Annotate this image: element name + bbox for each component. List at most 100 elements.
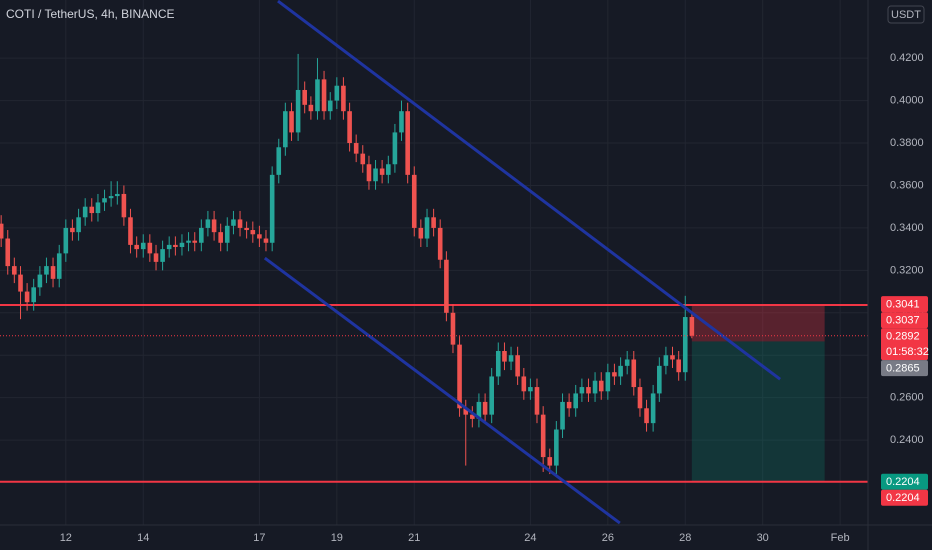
candle-body bbox=[521, 376, 527, 392]
candle-body bbox=[431, 217, 436, 228]
candle-body bbox=[211, 219, 217, 233]
candle-body bbox=[657, 365, 662, 394]
candle-body bbox=[637, 387, 643, 409]
y-tick-label: 0.3600 bbox=[890, 179, 924, 191]
candle-body bbox=[612, 372, 617, 377]
candle-body bbox=[579, 387, 585, 394]
y-tick-label: 0.2600 bbox=[890, 392, 924, 404]
candle-body bbox=[31, 287, 36, 303]
candle-body bbox=[489, 376, 494, 415]
candle-body bbox=[179, 242, 185, 248]
candle-body bbox=[418, 227, 424, 239]
candle-body bbox=[644, 408, 649, 424]
candle-body bbox=[463, 408, 469, 415]
candle-body bbox=[560, 401, 565, 430]
candle-body bbox=[341, 85, 346, 112]
candle-body bbox=[102, 198, 107, 203]
candle-body bbox=[508, 355, 514, 362]
candle-body bbox=[437, 227, 443, 260]
candle-body bbox=[321, 79, 327, 112]
candle-body bbox=[515, 355, 520, 377]
candle-body bbox=[250, 230, 256, 235]
candle-body bbox=[424, 217, 430, 239]
candle-body bbox=[624, 359, 630, 366]
candle-body bbox=[115, 193, 120, 197]
candle-body bbox=[140, 242, 146, 250]
candle-body bbox=[592, 380, 598, 394]
candle-body bbox=[379, 168, 385, 175]
price-label-box bbox=[881, 489, 928, 506]
candle-body bbox=[192, 240, 198, 243]
candle-body bbox=[50, 266, 56, 279]
unit-box[interactable] bbox=[887, 5, 925, 24]
x-tick-label: 12 bbox=[60, 532, 72, 544]
candle-body bbox=[121, 193, 127, 218]
candle-body bbox=[128, 217, 133, 245]
candle-body bbox=[534, 387, 540, 415]
candle-body bbox=[224, 225, 230, 243]
candle-body bbox=[186, 240, 191, 243]
y-tick-label: 0.4200 bbox=[890, 52, 924, 64]
candle-body bbox=[470, 414, 475, 419]
candle-body bbox=[153, 253, 159, 262]
candle-body bbox=[482, 401, 488, 415]
candle-body bbox=[295, 89, 301, 133]
candle-body bbox=[5, 238, 11, 267]
candle-body bbox=[566, 401, 572, 409]
y-tick-label: 0.3800 bbox=[890, 137, 924, 149]
y-tick-label: 0.3400 bbox=[890, 222, 924, 234]
price-label: 0.2892 bbox=[886, 330, 920, 342]
candle-body bbox=[450, 312, 456, 345]
x-tick-label: Feb bbox=[831, 532, 850, 544]
candle-body bbox=[315, 79, 320, 112]
candle-body bbox=[231, 219, 236, 226]
price-label-box bbox=[881, 328, 928, 361]
candle-body bbox=[373, 168, 378, 182]
candle-body bbox=[0, 223, 4, 239]
candle-body bbox=[134, 244, 139, 250]
candle-body bbox=[605, 372, 611, 392]
candle-body bbox=[269, 174, 275, 243]
candle-body bbox=[528, 387, 533, 392]
candle-body bbox=[70, 227, 75, 233]
candle-body bbox=[457, 344, 462, 409]
candle-body bbox=[44, 266, 49, 275]
candle-body bbox=[205, 219, 211, 228]
x-tick-label: 17 bbox=[253, 532, 265, 544]
candle-body bbox=[670, 355, 675, 360]
candle-body bbox=[218, 232, 223, 243]
price-label-box bbox=[881, 312, 928, 329]
price-label-box bbox=[881, 360, 928, 377]
candle-body bbox=[405, 111, 410, 175]
candle-body bbox=[547, 457, 553, 466]
candle-body bbox=[682, 317, 688, 373]
x-tick-label: 26 bbox=[602, 532, 614, 544]
candle-body bbox=[586, 387, 591, 394]
candle-body bbox=[353, 143, 359, 154]
candle-body bbox=[302, 89, 307, 105]
candle-body bbox=[244, 227, 249, 231]
stop-zone bbox=[691, 304, 825, 342]
x-tick-label: 24 bbox=[524, 532, 536, 544]
candle-body bbox=[63, 227, 69, 254]
candle-body bbox=[283, 111, 288, 148]
chart-title: COTI / TetherUS, 4h, BINANCE bbox=[6, 7, 175, 21]
price-label: 0.3041 bbox=[886, 298, 920, 310]
candle-body bbox=[334, 85, 340, 101]
price-label: 0.2204 bbox=[886, 492, 920, 504]
candle-body bbox=[160, 249, 165, 262]
candle-body bbox=[476, 401, 482, 419]
candle-body bbox=[495, 350, 501, 377]
candle-body bbox=[173, 244, 178, 248]
candle-body bbox=[360, 153, 366, 165]
candle-body bbox=[366, 164, 372, 182]
x-tick-label: 30 bbox=[757, 532, 769, 544]
candle-body bbox=[76, 217, 81, 233]
candle-body bbox=[650, 393, 656, 424]
candle-body bbox=[554, 429, 559, 466]
target-zone bbox=[691, 341, 825, 482]
candle-body bbox=[618, 365, 623, 377]
x-tick-label: 28 bbox=[679, 532, 691, 544]
candle-body bbox=[327, 100, 333, 112]
unit-label[interactable]: USDT bbox=[891, 9, 921, 21]
